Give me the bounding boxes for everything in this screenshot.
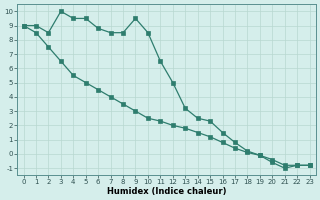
X-axis label: Humidex (Indice chaleur): Humidex (Indice chaleur) <box>107 187 226 196</box>
